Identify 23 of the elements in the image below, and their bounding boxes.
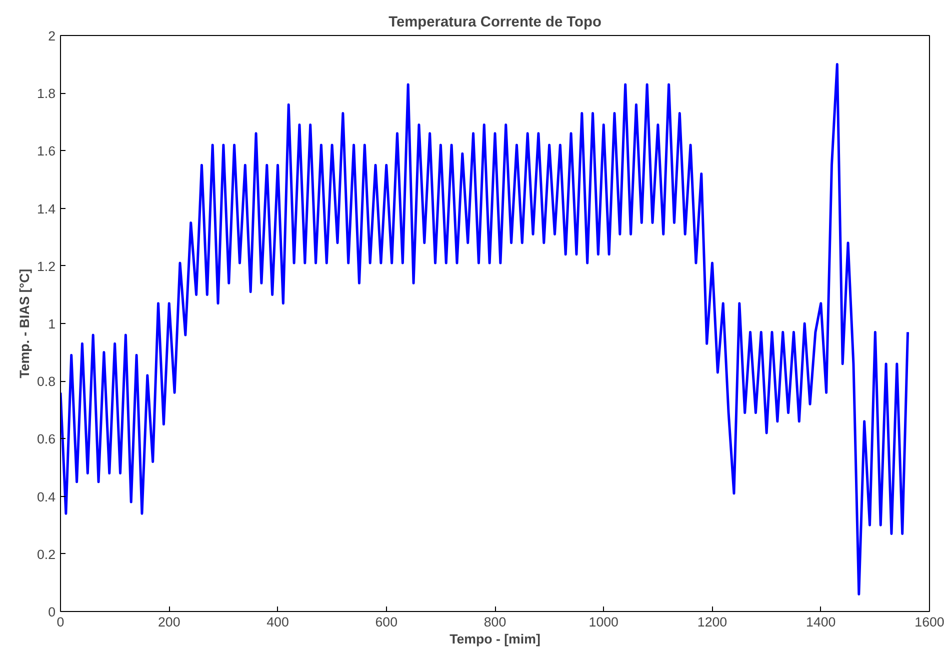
x-tick-label: 1000 <box>588 614 618 630</box>
x-tick-label: 200 <box>158 614 180 630</box>
y-tick-label: 1.6 <box>36 144 56 159</box>
y-tick-label: 0.8 <box>36 374 56 390</box>
y-tick-label: 1.4 <box>36 201 56 216</box>
chart-title: Temperatura Corrente de Topo <box>388 14 602 30</box>
x-tick-label: 1200 <box>697 614 728 630</box>
y-axis-title: Temp. - BIAS [°C] <box>16 268 32 378</box>
line-series <box>60 63 910 596</box>
y-tick-label: 0 <box>48 604 56 620</box>
x-tick-label: 1600 <box>914 614 944 630</box>
x-tick-label: 400 <box>266 614 289 630</box>
x-axis-title: Tempo - [mim] <box>450 632 540 646</box>
y-tick-label: 2 <box>48 28 56 44</box>
y-tick-label: 1.8 <box>36 86 56 102</box>
y-tick-label: 1.2 <box>36 258 56 274</box>
x-tick-label: 1400 <box>806 614 836 630</box>
y-tick-label: 1 <box>48 316 56 332</box>
y-tick-label: 0.4 <box>36 489 56 504</box>
x-tick-label: 800 <box>484 614 506 630</box>
y-tick-label: 0.2 <box>36 546 56 562</box>
x-tick-label: 600 <box>375 614 398 630</box>
y-tick-label: 0.6 <box>36 432 56 447</box>
